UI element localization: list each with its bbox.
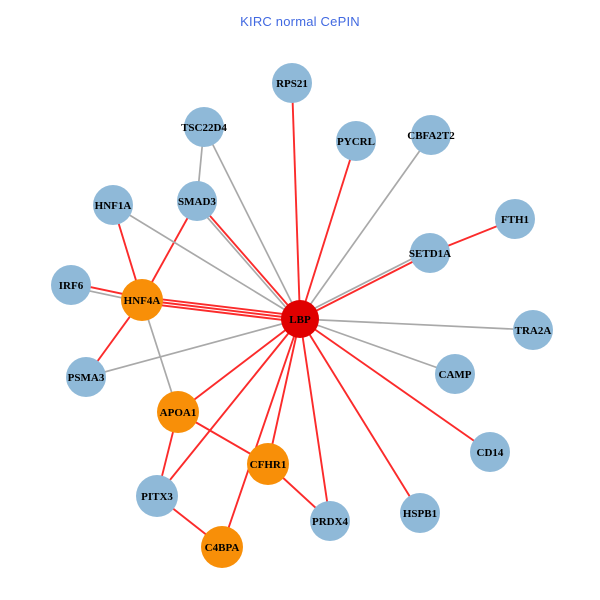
node-label-hnf4a: HNF4A bbox=[124, 295, 161, 307]
nodes-layer: RPS21 TSC22D4 PYCRL CBFA2T2 SMAD3 HNF1A FTH1 SE… bbox=[51, 63, 553, 568]
node-tra2a[interactable]: TRA2A bbox=[513, 310, 553, 350]
node-label-tsc22d4: TSC22D4 bbox=[181, 122, 227, 134]
node-label-cbfa2t2: CBFA2T2 bbox=[407, 130, 455, 142]
node-fth1[interactable]: FTH1 bbox=[495, 199, 535, 239]
node-label-apoa1: APOA1 bbox=[160, 407, 197, 419]
node-hnf1a[interactable]: HNF1A bbox=[93, 185, 133, 225]
node-pycrl[interactable]: PYCRL bbox=[336, 121, 376, 161]
node-circle-cd14[interactable] bbox=[470, 432, 510, 472]
node-label-hspb1: HSPB1 bbox=[403, 508, 437, 520]
node-circle-irf6[interactable] bbox=[51, 265, 91, 305]
node-circle-setd1a[interactable] bbox=[410, 233, 450, 273]
edge-tra2a-lbp bbox=[299, 318, 534, 331]
node-label-camp: CAMP bbox=[439, 369, 472, 381]
edge-setd1a-lbp bbox=[298, 249, 430, 318]
edge-pycrl-lbp bbox=[299, 140, 357, 320]
node-apoa1[interactable]: APOA1 bbox=[157, 391, 199, 433]
edge-smad3-lbp bbox=[194, 202, 299, 322]
node-hspb1[interactable]: HSPB1 bbox=[400, 493, 440, 533]
node-label-rps21: RPS21 bbox=[276, 78, 308, 90]
edge-cd14-lbp bbox=[299, 318, 491, 453]
node-circle-pitx3[interactable] bbox=[136, 475, 178, 517]
node-circle-pycrl[interactable] bbox=[336, 121, 376, 161]
page-title: KIRC normal CePIN bbox=[240, 14, 360, 29]
edge-cfhr1-lbp bbox=[267, 318, 301, 465]
node-c4bpa[interactable]: C4BPA bbox=[201, 526, 243, 568]
edge-hnf1a-lbp bbox=[112, 204, 301, 320]
edge-hnf4a-lbp bbox=[141, 299, 301, 320]
node-circle-cbfa2t2[interactable] bbox=[411, 115, 451, 155]
node-camp[interactable]: CAMP bbox=[435, 354, 475, 394]
node-label-pitx3: PITX3 bbox=[141, 491, 173, 503]
edge-pitx3-lbp bbox=[156, 318, 301, 497]
node-label-smad3: SMAD3 bbox=[178, 196, 216, 208]
edge-smad3-lbp bbox=[196, 200, 301, 320]
node-tsc22d4[interactable]: TSC22D4 bbox=[181, 107, 227, 147]
node-circle-hnf4a[interactable] bbox=[121, 279, 163, 321]
node-circle-hnf1a[interactable] bbox=[93, 185, 133, 225]
node-label-cfhr1: CFHR1 bbox=[250, 459, 287, 471]
node-rps21[interactable]: RPS21 bbox=[272, 63, 312, 103]
node-label-cd14: CD14 bbox=[477, 447, 504, 459]
edge-tsc22d4-lbp bbox=[203, 126, 301, 320]
node-label-pycrl: PYCRL bbox=[337, 136, 375, 148]
node-label-setd1a: SETD1A bbox=[409, 248, 451, 260]
node-circle-c4bpa[interactable] bbox=[201, 526, 243, 568]
node-pitx3[interactable]: PITX3 bbox=[136, 475, 178, 517]
edge-cbfa2t2-lbp bbox=[299, 134, 432, 320]
node-irf6[interactable]: IRF6 bbox=[51, 265, 91, 305]
node-circle-tra2a[interactable] bbox=[513, 310, 553, 350]
edge-c4bpa-lbp bbox=[221, 318, 301, 548]
node-cbfa2t2[interactable]: CBFA2T2 bbox=[407, 115, 455, 155]
node-circle-prdx4[interactable] bbox=[310, 501, 350, 541]
edge-hspb1-lbp bbox=[299, 318, 421, 514]
node-label-psma3: PSMA3 bbox=[68, 372, 105, 384]
node-cfhr1[interactable]: CFHR1 bbox=[247, 443, 289, 485]
node-label-hnf1a: HNF1A bbox=[95, 200, 132, 212]
node-label-tra2a: TRA2A bbox=[515, 325, 552, 337]
node-circle-tsc22d4[interactable] bbox=[184, 107, 224, 147]
node-setd1a[interactable]: SETD1A bbox=[409, 233, 451, 273]
edge-psma3-lbp bbox=[85, 318, 301, 378]
edge-apoa1-lbp bbox=[177, 318, 301, 413]
node-cd14[interactable]: CD14 bbox=[470, 432, 510, 472]
node-label-irf6: IRF6 bbox=[59, 280, 84, 292]
node-prdx4[interactable]: PRDX4 bbox=[310, 501, 350, 541]
node-label-prdx4: PRDX4 bbox=[312, 516, 349, 528]
node-circle-rps21[interactable] bbox=[272, 63, 312, 103]
edge-setd1a-lbp bbox=[299, 252, 431, 320]
node-label-lbp: LBP bbox=[289, 314, 311, 326]
node-circle-camp[interactable] bbox=[435, 354, 475, 394]
edge-rps21-lbp bbox=[291, 82, 301, 320]
node-lbp[interactable]: LBP bbox=[281, 300, 319, 338]
node-circle-smad3[interactable] bbox=[177, 181, 217, 221]
edge-prdx4-lbp bbox=[299, 318, 331, 522]
node-circle-fth1[interactable] bbox=[495, 199, 535, 239]
node-psma3[interactable]: PSMA3 bbox=[66, 357, 106, 397]
node-circle-lbp[interactable] bbox=[281, 300, 319, 338]
node-label-c4bpa: C4BPA bbox=[205, 542, 240, 554]
node-circle-hspb1[interactable] bbox=[400, 493, 440, 533]
node-circle-cfhr1[interactable] bbox=[247, 443, 289, 485]
node-circle-psma3[interactable] bbox=[66, 357, 106, 397]
node-circle-apoa1[interactable] bbox=[157, 391, 199, 433]
edge-hnf4a-lbp bbox=[141, 302, 300, 323]
edge-camp-lbp bbox=[299, 318, 456, 375]
edge-hnf4a-lbp bbox=[142, 296, 301, 317]
node-label-fth1: FTH1 bbox=[501, 214, 529, 226]
node-hnf4a[interactable]: HNF4A bbox=[121, 279, 163, 321]
node-smad3[interactable]: SMAD3 bbox=[177, 181, 217, 221]
